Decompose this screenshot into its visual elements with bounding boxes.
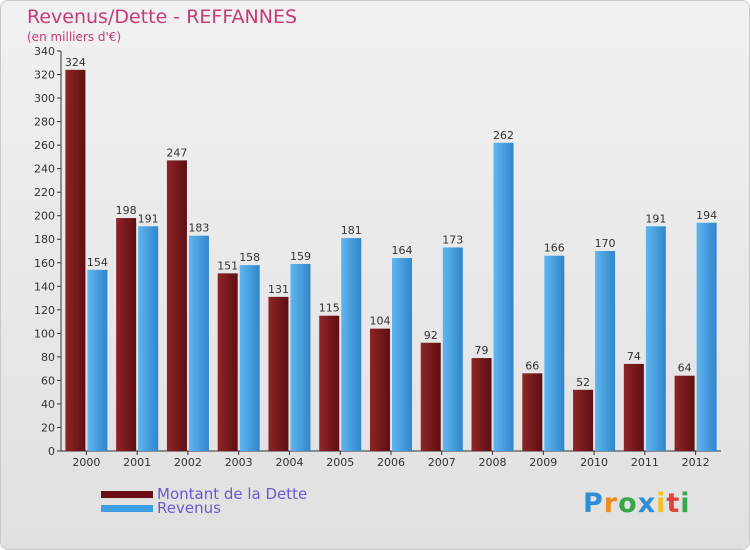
debt-bar xyxy=(217,273,238,451)
data-label: 164 xyxy=(392,244,413,257)
data-label: 183 xyxy=(188,222,209,235)
debt-bar xyxy=(623,363,644,451)
y-tick-label: 100 xyxy=(34,327,55,340)
y-tick-label: 260 xyxy=(34,139,55,152)
revenue-bar xyxy=(645,226,666,451)
debt-bar xyxy=(166,160,187,452)
y-tick-label: 60 xyxy=(41,374,55,387)
debt-bar xyxy=(573,389,594,451)
x-tick-label: 2000 xyxy=(72,456,100,469)
y-tick-label: 240 xyxy=(34,163,55,176)
x-tick-label: 2012 xyxy=(682,456,710,469)
debt-bar xyxy=(116,218,137,451)
revenue-bar xyxy=(138,226,159,451)
x-tick-label: 2010 xyxy=(580,456,608,469)
legend-item-dette: Montant de la Dette xyxy=(101,485,308,503)
bars xyxy=(65,69,717,452)
y-tick-label: 160 xyxy=(34,257,55,270)
debt-bar xyxy=(674,375,695,451)
data-label: 104 xyxy=(370,315,391,328)
data-label: 324 xyxy=(65,56,86,69)
data-labels: 3241541981912471831511581311591151811041… xyxy=(65,56,717,389)
data-label: 154 xyxy=(87,256,108,269)
revenue-bar xyxy=(442,247,463,451)
x-tick-label: 2002 xyxy=(174,456,202,469)
data-label: 181 xyxy=(341,224,362,237)
debt-bar xyxy=(370,328,390,451)
x-tick-label: 2004 xyxy=(275,456,303,469)
data-label: 166 xyxy=(544,242,565,255)
data-label: 151 xyxy=(217,259,238,272)
x-tick-label: 2007 xyxy=(428,456,456,469)
revenue-bar xyxy=(493,142,514,451)
chart-subtitle: (en milliers d'€) xyxy=(27,30,122,44)
y-tick-label: 20 xyxy=(41,421,55,434)
data-label: 158 xyxy=(239,251,260,264)
y-tick-label: 280 xyxy=(34,116,55,129)
debt-bar xyxy=(420,342,441,451)
revenue-bar xyxy=(595,251,616,451)
legend-label-dette: Montant de la Dette xyxy=(157,485,308,503)
y-tick-label: 340 xyxy=(34,45,55,58)
data-label: 64 xyxy=(678,362,692,375)
debt-bar xyxy=(471,358,492,451)
x-tick-label: 2001 xyxy=(123,456,151,469)
legend-swatch-dette xyxy=(101,490,153,498)
revenue-bar xyxy=(188,235,209,451)
x-tick-label: 2005 xyxy=(326,456,354,469)
data-label: 191 xyxy=(138,212,159,225)
legend-item-revenus: Revenus xyxy=(101,499,307,517)
data-label: 194 xyxy=(696,209,717,222)
y-tick-label: 200 xyxy=(34,210,55,223)
revenue-bar xyxy=(696,222,717,451)
revenue-bar xyxy=(290,263,311,451)
x-tick-label: 2011 xyxy=(631,456,659,469)
data-label: 262 xyxy=(493,129,514,142)
debt-bar xyxy=(268,296,289,451)
y-tick-label: 300 xyxy=(34,92,55,105)
x-tick-label: 2006 xyxy=(377,456,405,469)
revenue-bar xyxy=(87,269,108,451)
data-label: 52 xyxy=(576,376,590,389)
legend-label-revenus: Revenus xyxy=(157,499,221,517)
x-tick-label: 2008 xyxy=(479,456,507,469)
proxiti-logo: Proxiti xyxy=(583,488,691,519)
debt-bar xyxy=(522,373,543,451)
data-label: 159 xyxy=(290,250,311,263)
data-label: 74 xyxy=(627,350,641,363)
y-tick-label: 140 xyxy=(34,280,55,293)
y-tick-label: 180 xyxy=(34,233,55,246)
legend: Montant de la Dette Revenus xyxy=(101,485,308,517)
revenue-bar xyxy=(239,265,260,451)
revenue-bar xyxy=(392,258,412,451)
data-label: 170 xyxy=(595,237,616,250)
data-label: 198 xyxy=(116,204,137,217)
y-tick-label: 320 xyxy=(34,69,55,82)
x-tick-label: 2003 xyxy=(225,456,253,469)
y-tick-label: 40 xyxy=(41,398,55,411)
data-label: 131 xyxy=(268,283,289,296)
data-label: 191 xyxy=(645,212,666,225)
y-tick-label: 80 xyxy=(41,351,55,364)
data-label: 247 xyxy=(166,146,187,159)
data-label: 92 xyxy=(424,329,438,342)
revenue-bar xyxy=(544,255,565,451)
data-label: 79 xyxy=(475,344,489,357)
chart-title: Revenus/Dette - REFFANNES xyxy=(27,6,298,28)
debt-bar xyxy=(319,315,340,451)
data-label: 115 xyxy=(319,302,340,315)
x-tick-label: 2009 xyxy=(529,456,557,469)
y-tick-label: 120 xyxy=(34,304,55,317)
y-tick-label: 0 xyxy=(48,445,55,458)
legend-swatch-revenus xyxy=(101,504,153,512)
data-label: 66 xyxy=(525,359,539,372)
data-label: 173 xyxy=(442,233,463,246)
revenue-bar xyxy=(341,238,362,451)
debt-bar xyxy=(65,69,86,451)
y-tick-label: 220 xyxy=(34,186,55,199)
